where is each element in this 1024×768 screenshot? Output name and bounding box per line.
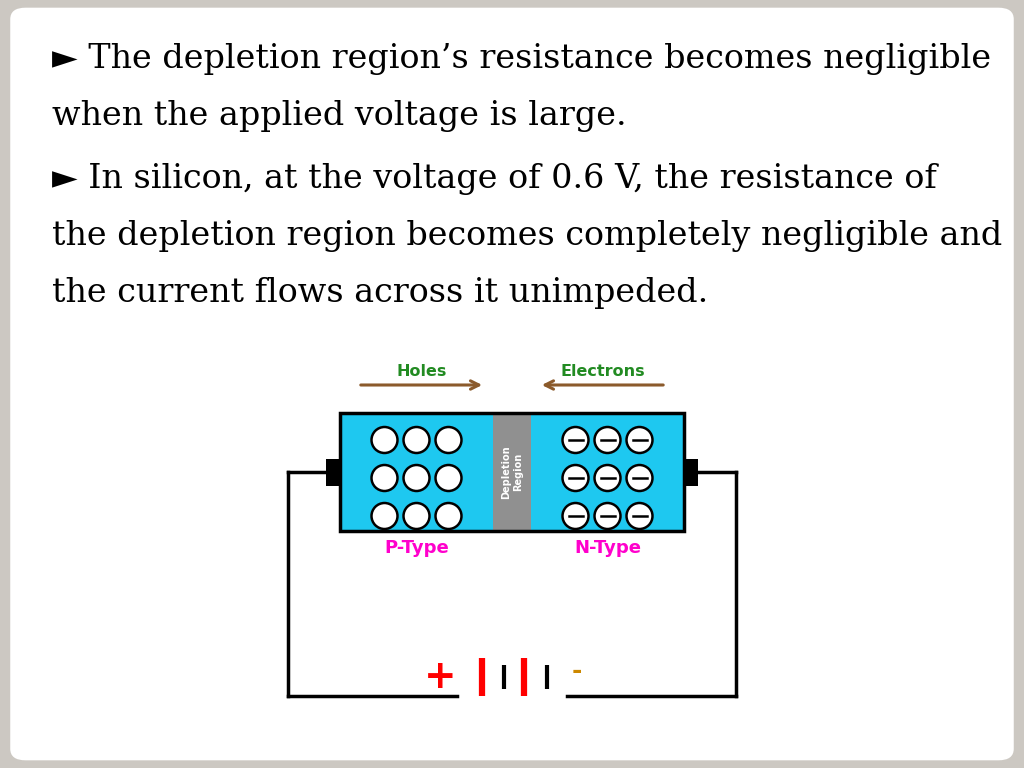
Circle shape <box>435 465 462 491</box>
Circle shape <box>372 427 397 453</box>
Circle shape <box>627 503 652 529</box>
Text: P-Type: P-Type <box>384 539 449 557</box>
Text: Electrons: Electrons <box>560 364 645 379</box>
Circle shape <box>595 503 621 529</box>
Circle shape <box>562 503 589 529</box>
Bar <box>340 413 684 531</box>
Circle shape <box>435 503 462 529</box>
Circle shape <box>403 427 429 453</box>
Text: ► The depletion region’s resistance becomes negligible: ► The depletion region’s resistance beco… <box>52 43 991 75</box>
Text: +: + <box>424 658 457 696</box>
Text: Depletion
Region: Depletion Region <box>501 445 523 498</box>
Bar <box>684 458 698 485</box>
Bar <box>493 413 531 531</box>
Circle shape <box>372 465 397 491</box>
Text: when the applied voltage is large.: when the applied voltage is large. <box>52 100 627 132</box>
Text: N-Type: N-Type <box>574 539 641 557</box>
Text: the current flows across it unimpeded.: the current flows across it unimpeded. <box>52 277 709 309</box>
Circle shape <box>595 427 621 453</box>
Circle shape <box>403 465 429 491</box>
Circle shape <box>627 427 652 453</box>
Text: -: - <box>571 659 583 683</box>
Circle shape <box>403 503 429 529</box>
Text: ► In silicon, at the voltage of 0.6 V, the resistance of: ► In silicon, at the voltage of 0.6 V, t… <box>52 163 937 195</box>
Circle shape <box>562 465 589 491</box>
Bar <box>340 413 493 531</box>
Circle shape <box>627 465 652 491</box>
Text: Holes: Holes <box>396 364 446 379</box>
Text: the depletion region becomes completely negligible and: the depletion region becomes completely … <box>52 220 1002 252</box>
Circle shape <box>562 427 589 453</box>
Circle shape <box>595 465 621 491</box>
Bar <box>326 458 340 485</box>
Circle shape <box>372 503 397 529</box>
Circle shape <box>435 427 462 453</box>
Bar <box>531 413 684 531</box>
